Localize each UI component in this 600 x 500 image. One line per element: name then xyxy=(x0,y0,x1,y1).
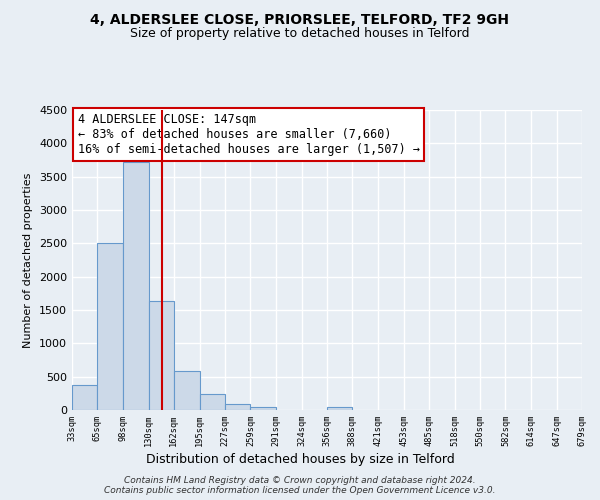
Bar xyxy=(327,406,352,410)
Text: 4 ALDERSLEE CLOSE: 147sqm
← 83% of detached houses are smaller (7,660)
16% of se: 4 ALDERSLEE CLOSE: 147sqm ← 83% of detac… xyxy=(77,113,419,156)
Bar xyxy=(225,404,250,410)
Bar xyxy=(72,384,97,410)
Bar xyxy=(200,394,225,410)
Bar xyxy=(124,162,149,410)
Bar xyxy=(174,370,200,410)
Text: Size of property relative to detached houses in Telford: Size of property relative to detached ho… xyxy=(130,28,470,40)
Text: Contains public sector information licensed under the Open Government Licence v3: Contains public sector information licen… xyxy=(104,486,496,495)
Text: Contains HM Land Registry data © Crown copyright and database right 2024.: Contains HM Land Registry data © Crown c… xyxy=(124,476,476,485)
Bar xyxy=(149,302,174,410)
Bar xyxy=(97,244,124,410)
Y-axis label: Number of detached properties: Number of detached properties xyxy=(23,172,34,348)
Text: Distribution of detached houses by size in Telford: Distribution of detached houses by size … xyxy=(146,452,454,466)
Text: 4, ALDERSLEE CLOSE, PRIORSLEE, TELFORD, TF2 9GH: 4, ALDERSLEE CLOSE, PRIORSLEE, TELFORD, … xyxy=(91,12,509,26)
Bar xyxy=(250,406,275,410)
